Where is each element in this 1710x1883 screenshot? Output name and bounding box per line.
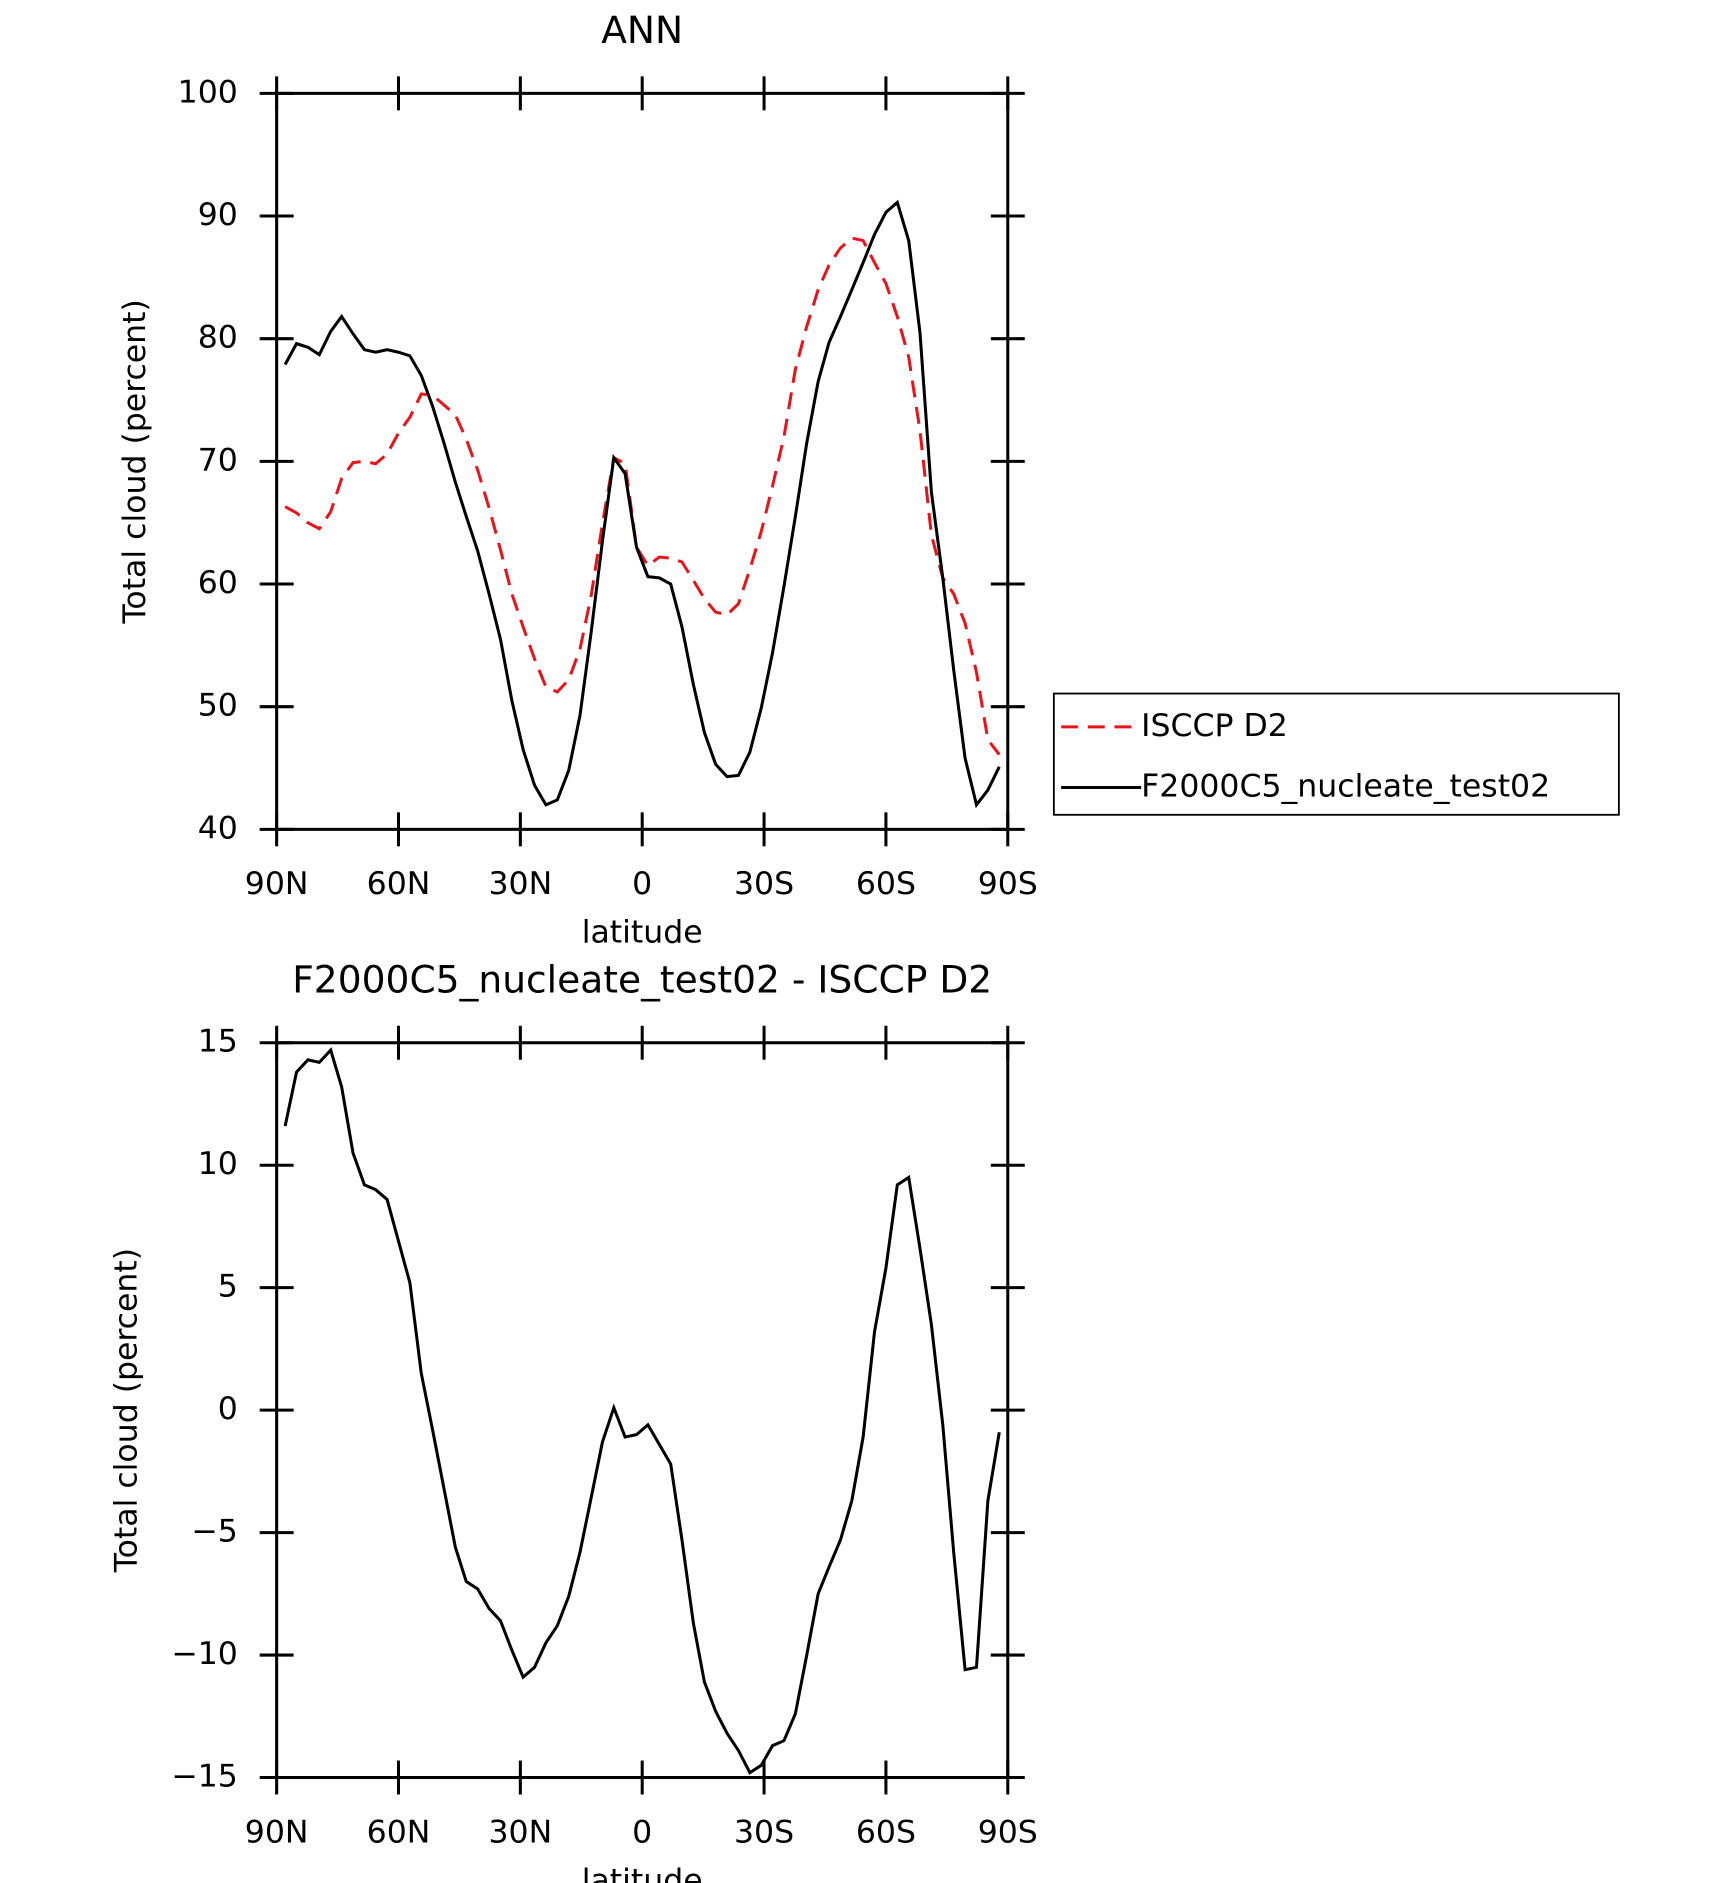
y-tick-label: 50: [198, 688, 238, 724]
y-tick-label: 60: [198, 565, 238, 601]
y-tick-label: 10: [198, 1146, 238, 1182]
chart-title: ANN: [601, 8, 683, 52]
data-line: [283, 199, 1001, 809]
y-tick-label: −15: [171, 1759, 238, 1795]
x-tick-label: 90S: [978, 866, 1038, 902]
x-tick-label: 0: [632, 866, 652, 902]
legend-label: F2000C5_nucleate_test02: [1141, 769, 1550, 805]
y-tick-label: 40: [198, 810, 238, 846]
x-tick-label: 30S: [734, 1814, 794, 1850]
y-tick-label: −5: [191, 1514, 237, 1550]
data-line: [283, 1047, 1001, 1775]
data-line: [284, 236, 1001, 756]
y-axis-label: Total cloud (percent): [109, 1248, 145, 1573]
y-tick-label: 80: [198, 320, 238, 356]
x-tick-label: 60N: [367, 866, 431, 902]
y-tick-label: 90: [198, 197, 238, 233]
y-tick-label: 100: [178, 74, 238, 110]
x-tick-label: 60N: [367, 1814, 431, 1850]
x-tick-label: 90N: [245, 1814, 309, 1850]
y-tick-label: −10: [171, 1636, 238, 1672]
y-tick-label: 70: [198, 442, 238, 478]
x-tick-label: 0: [632, 1814, 652, 1850]
x-tick-label: 30N: [489, 866, 553, 902]
x-axis-label: latitude: [582, 915, 703, 951]
x-tick-label: 90S: [978, 1814, 1038, 1850]
x-tick-label: 60S: [856, 866, 916, 902]
chart-title: F2000C5_nucleate_test02 - ISCCP D2: [292, 958, 992, 1002]
y-tick-label: 5: [218, 1269, 238, 1305]
legend-box: [1052, 692, 1620, 816]
x-tick-label: 30S: [734, 866, 794, 902]
legend-label: ISCCP D2: [1141, 708, 1288, 744]
x-tick-label: 60S: [856, 1814, 916, 1850]
x-tick-label: 30N: [489, 1814, 553, 1850]
y-axis-label: Total cloud (percent): [117, 299, 153, 624]
x-tick-label: 90N: [245, 866, 309, 902]
y-tick-label: 0: [218, 1391, 238, 1427]
y-tick-label: 15: [198, 1024, 238, 1060]
plot-frame: [275, 1041, 1010, 1780]
x-axis-label: latitude: [582, 1863, 703, 1883]
